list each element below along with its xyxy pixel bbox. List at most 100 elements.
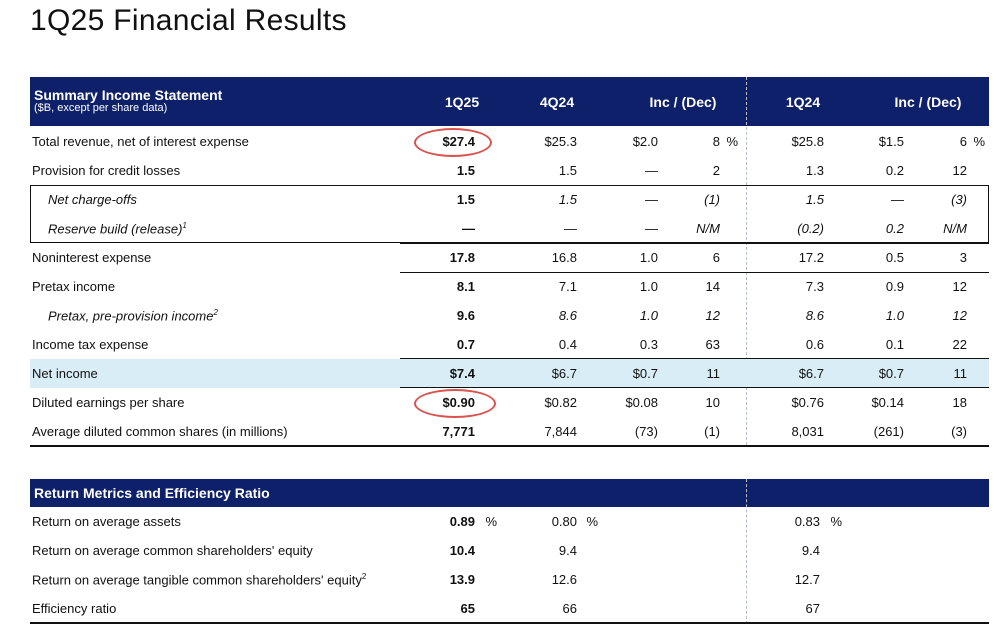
cell-4q24: 7,844 — [544, 424, 577, 439]
row-label: Return on average tangible common shareh… — [32, 572, 367, 588]
footnote-marker: 2 — [361, 572, 367, 581]
cell-inc-dec-2: $0.7 — [878, 366, 904, 381]
highlight-circle-revenue — [414, 128, 492, 157]
row-label: Diluted earnings per share — [32, 395, 185, 410]
cell-pct-1: 6 — [712, 250, 720, 265]
table-row: Provision for credit losses 1.5 1.5 — 2 1.3 0.… — [30, 156, 989, 185]
cell-4q24: 16.8 — [551, 250, 577, 265]
row-label: Pretax income — [32, 279, 116, 294]
cell-pct-1: (1) — [704, 424, 720, 439]
rule — [30, 622, 989, 624]
rule — [400, 272, 989, 273]
cell-inc-dec-1: 1.0 — [639, 250, 658, 265]
rule — [400, 243, 989, 244]
table-row: Pretax, pre-provision income2 9.6 8.6 1.0 12… — [30, 301, 989, 330]
cell-inc-dec-2: $1.5 — [878, 134, 904, 149]
header-4q24: 4Q24 — [539, 94, 575, 110]
table-row: Reserve build (release)1 — — — N/M (0.2) 0.2 N/… — [30, 214, 989, 243]
cell-4q24: $0.82 — [544, 395, 577, 410]
row-label: Reserve build (release)1 — [48, 221, 187, 237]
cell-pct-2: (3) — [951, 192, 967, 207]
rule — [400, 358, 989, 359]
cell-4q24: 1.5 — [558, 163, 577, 178]
cell-inc-dec-2: 0.2 — [885, 163, 904, 178]
cell-inc-dec-2: 0.2 — [885, 221, 904, 236]
cell-pct-1: 2 — [712, 163, 720, 178]
cell-pct-1: 10 — [705, 395, 720, 410]
cell-4q24: 9.4 — [558, 543, 577, 558]
row-label: Return on average common shareholders' e… — [32, 543, 313, 558]
cell-pct-2: 6 — [959, 134, 967, 149]
cell-inc-dec-1: — — [645, 192, 658, 207]
summary-title: Summary Income Statement — [34, 87, 223, 103]
row-label: Net income — [32, 366, 98, 381]
cell-1q24: 9.4 — [801, 543, 820, 558]
cell-4q24: 8.6 — [558, 308, 577, 323]
cell-4q24: $6.7 — [551, 366, 577, 381]
cell-1q24: 7.3 — [805, 279, 824, 294]
cell-1q25: 65 — [460, 601, 475, 616]
header-inc-dec-1: Inc / (Dec) — [649, 94, 717, 110]
cell-inc-dec-1: $0.08 — [625, 395, 658, 410]
cell-pct-2: 18 — [952, 395, 967, 410]
cell-1q25: 13.9 — [449, 572, 475, 587]
cell-1q24: $6.7 — [798, 366, 824, 381]
cell-inc-dec-2: 0.1 — [885, 337, 904, 352]
table-row: Net income $7.4 $6.7 $0.7 11 $6.7 $0.7 11 — [30, 359, 989, 388]
cell-1q25: — — [462, 221, 475, 236]
highlight-circle-eps — [414, 389, 496, 418]
row-label: Pretax, pre-provision income2 — [48, 308, 218, 324]
cell-4q24: $25.3 — [544, 134, 577, 149]
cell-1q24: (0.2) — [797, 221, 824, 236]
cell-pct-1: 63 — [705, 337, 720, 352]
cell-pct-1: (1) — [704, 192, 720, 207]
cell-pct-1: 8 — [712, 134, 720, 149]
page-title: 1Q25 Financial Results — [30, 4, 347, 37]
table-row: Net charge-offs 1.5 1.5 — (1) 1.5 — (3) — [30, 185, 989, 214]
table-row: Return on average assets 0.89% 0.80% 0.83% — [30, 507, 989, 536]
header-1q24: 1Q24 — [785, 94, 821, 110]
cell-1q24: 0.83 — [794, 514, 820, 529]
charge-offs-box — [30, 185, 989, 243]
cell-inc-dec-1: — — [645, 221, 658, 236]
table-row: Efficiency ratio 65 66 67 — [30, 594, 989, 623]
cell-inc-dec-1: 0.3 — [639, 337, 658, 352]
row-label: Income tax expense — [32, 337, 149, 352]
cell-pct-2: 12 — [952, 279, 967, 294]
cell-inc-dec-1: $0.7 — [632, 366, 658, 381]
cell-1q24: 12.7 — [794, 572, 820, 587]
table-row: Diluted earnings per share $0.90 $0.82 $0.0… — [30, 388, 989, 417]
footnote-marker: 2 — [213, 308, 218, 317]
cell-pct-sign-2: % — [973, 134, 985, 149]
table-row: Return on average common shareholders' e… — [30, 536, 989, 565]
cell-1q24: 0.6 — [805, 337, 824, 352]
cell-pct-1: 11 — [706, 366, 721, 381]
cell-1q24: 67 — [805, 601, 820, 616]
cell-inc-dec-1: $2.0 — [632, 134, 658, 149]
cell-1q24: 8.6 — [805, 308, 824, 323]
returns-title: Return Metrics and Efficiency Ratio — [34, 485, 270, 501]
returns-header-band: Return Metrics and Efficiency Ratio — [30, 479, 989, 507]
cell-pct-2: 3 — [959, 250, 967, 265]
cell-inc-dec-2: 0.9 — [885, 279, 904, 294]
cell-pct-2: 22 — [952, 337, 967, 352]
header-1q25: 1Q25 — [444, 94, 480, 110]
cell-1q24: 8,031 — [791, 424, 824, 439]
cell-inc-dec-2: — — [891, 192, 904, 207]
cell-1q25: 10.4 — [449, 543, 475, 558]
cell-unit-3: % — [830, 514, 842, 529]
row-label: Noninterest expense — [32, 250, 152, 265]
row-label: Efficiency ratio — [32, 601, 117, 616]
cell-1q25: 0.89 — [449, 514, 475, 529]
summary-header-band: Summary Income Statement ($B, except per… — [30, 77, 989, 126]
cell-pct-1: N/M — [696, 221, 720, 236]
cell-inc-dec-1: 1.0 — [639, 308, 658, 323]
column-divider — [746, 77, 747, 445]
cell-pct-1: 14 — [705, 279, 720, 294]
cell-1q25: 0.7 — [456, 337, 475, 352]
cell-pct-2: (3) — [951, 424, 967, 439]
cell-1q24: 1.5 — [805, 192, 824, 207]
cell-pct-1: 12 — [705, 308, 720, 323]
row-label: Average diluted common shares (in millio… — [32, 424, 288, 439]
table-row: Average diluted common shares (in millio… — [30, 417, 989, 446]
